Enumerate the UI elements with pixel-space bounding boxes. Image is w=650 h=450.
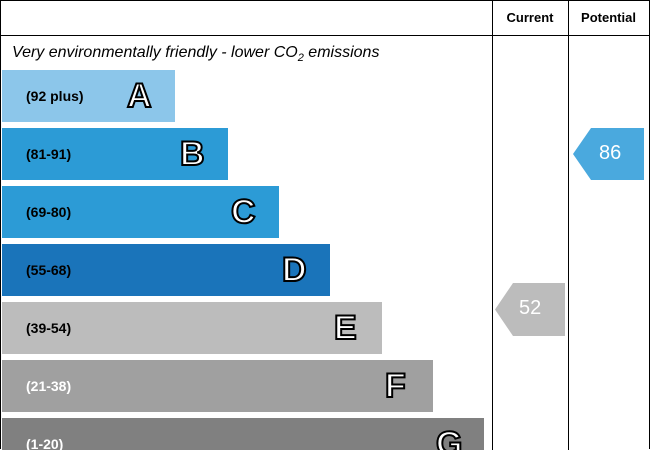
band: (1-20) G [2,418,484,450]
band-range: (55-68) [26,262,72,278]
band-letter: E [333,308,358,348]
band-range: (69-80) [26,204,72,220]
current-rating: 52 [495,283,565,336]
header-rule [0,35,650,36]
band-letter: B [179,134,206,174]
band-letter: A [126,76,153,116]
band-letter: C [230,192,257,232]
band-range: (81-91) [26,146,72,162]
potential-rating: 86 [573,128,644,180]
title: Very environmentally friendly - lower CO… [12,44,379,64]
title-end: emissions [303,44,380,61]
potential-value: 86 [599,142,622,164]
current-header: Current [506,10,554,25]
band: (81-91) B [2,128,228,180]
band-letter: F [384,366,407,406]
band-range: (1-20) [26,436,64,450]
title-subscript: 2 [297,52,304,65]
arrow-shape [495,283,565,336]
band-range: (21-38) [26,378,72,394]
title-text: Very environmentally friendly - lower CO [12,44,298,61]
band: (39-54) E [2,302,382,354]
column-rule [568,0,569,450]
current-value: 52 [519,297,542,319]
band-letter: G [435,424,463,450]
band: (69-80) C [2,186,279,238]
band-range: (92 plus) [26,88,84,104]
band: (92 plus) A [2,70,175,122]
arrow-shape [573,128,644,180]
band: (55-68) D [2,244,330,296]
band-range: (39-54) [26,320,72,336]
potential-header: Potential [581,10,636,25]
column-rule [492,0,493,450]
band: (21-38) F [2,360,433,412]
band-letter: D [281,250,308,290]
